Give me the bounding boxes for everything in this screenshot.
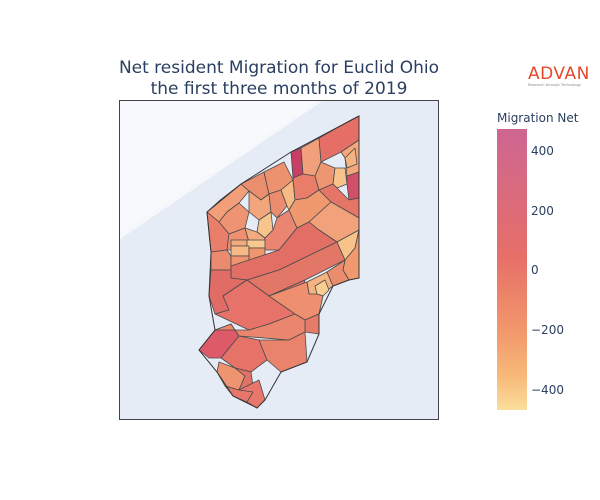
tract[interactable]: [332, 167, 348, 189]
map-border: [119, 100, 439, 420]
tract[interactable]: [268, 189, 288, 219]
colorbar-tick: 0: [531, 263, 539, 277]
tract[interactable]: [326, 259, 350, 287]
tract[interactable]: [230, 245, 250, 257]
tract[interactable]: [210, 249, 232, 271]
map-title: Net resident Migration for Euclid Ohio t…: [100, 58, 458, 100]
title-line-2: the first three months of 2019: [150, 79, 408, 99]
colorbar-tick: −400: [531, 383, 564, 397]
colorbar-tick: 200: [531, 204, 554, 218]
logo-tagline: Research through Technology: [528, 83, 582, 87]
shoreline-glow: [119, 100, 324, 240]
tract[interactable]: [230, 239, 248, 247]
colorbar-tick: −200: [531, 323, 564, 337]
colorbar-gradient: [497, 129, 527, 410]
colorbar-title: Migration Net: [497, 111, 579, 125]
map-svg: [119, 100, 439, 420]
tracts-layer: [198, 115, 360, 409]
tract[interactable]: [214, 313, 306, 341]
tract[interactable]: [246, 239, 266, 249]
choropleth-map[interactable]: [119, 100, 439, 420]
advan-logo: ADVAN Research through Technology: [528, 66, 594, 88]
city-boundary: [198, 115, 360, 409]
logo-wordmark: ADVAN: [528, 64, 590, 84]
tract[interactable]: [346, 171, 360, 201]
colorbar-tick: 400: [531, 144, 554, 158]
title-line-1: Net resident Migration for Euclid Ohio: [118, 58, 440, 78]
tract[interactable]: [344, 147, 358, 169]
tract[interactable]: [314, 279, 330, 297]
